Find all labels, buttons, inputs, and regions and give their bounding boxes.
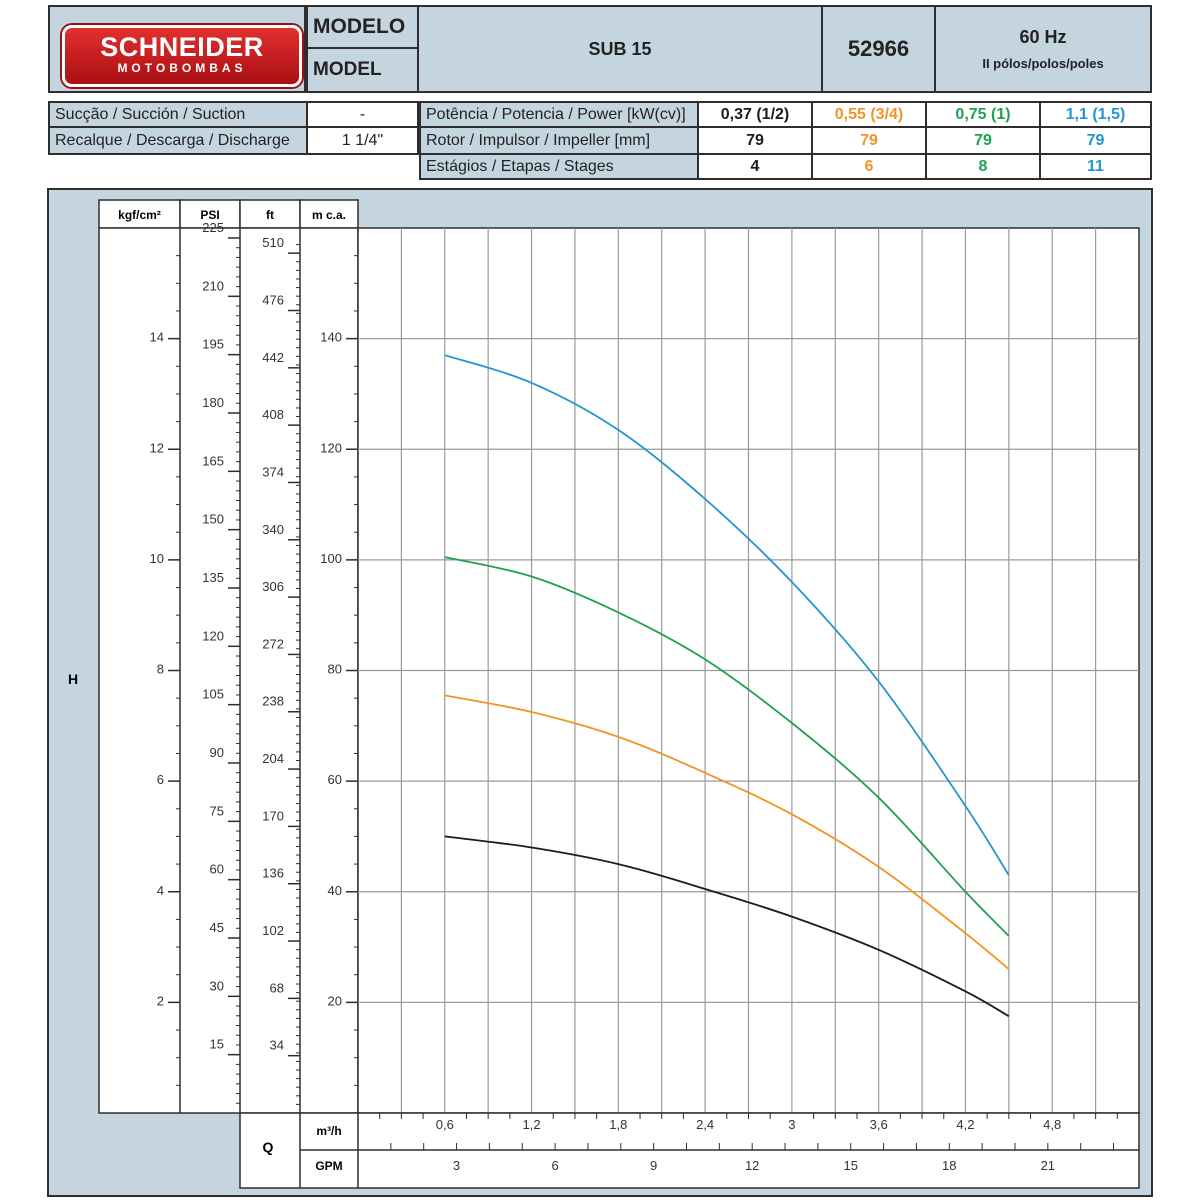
power-value-2: 0,55 (3/4): [811, 101, 927, 128]
impeller-value-2: 79: [811, 126, 927, 155]
y-tick-label: 150: [202, 512, 224, 527]
y-tick-label: 165: [202, 453, 224, 468]
y-tick-label: 120: [320, 440, 342, 455]
x-tick-label-gpm: 18: [942, 1158, 956, 1173]
y-tick-label: 14: [150, 330, 164, 345]
x-tick-label-m3h: 1,8: [609, 1117, 627, 1132]
y-tick-label: 340: [262, 522, 284, 537]
curves: [444, 354, 1010, 1017]
x-tick-label-m3h: 1,2: [523, 1117, 541, 1132]
y-scale-strip: [98, 227, 359, 1114]
impeller-value-1: 79: [697, 126, 813, 155]
grid-lines: [358, 228, 1139, 1113]
y-tick-label: 20: [328, 993, 342, 1008]
stages-value-4: 11: [1039, 153, 1152, 180]
y-tick-label: 34: [270, 1038, 284, 1053]
impeller-label: Rotor / Impulsor / Impeller [mm]: [419, 126, 699, 155]
y-tick-label: 510: [262, 235, 284, 250]
y-tick-label: 476: [262, 292, 284, 307]
y-tick-label: 195: [202, 337, 224, 352]
y-tick-label: 170: [262, 808, 284, 823]
y-tick-label: 30: [210, 978, 224, 993]
y-tick-label: 442: [262, 350, 284, 365]
y-tick-label: 120: [202, 628, 224, 643]
y-axis-ticks: 2468101214153045607590105120135150165180…: [150, 220, 358, 1105]
h-axis-label: H: [68, 671, 78, 687]
y-tick-label: 10: [150, 551, 164, 566]
y-tick-label: 100: [320, 551, 342, 566]
frequency-cell: 60 Hz II pólos/polos/poles: [934, 5, 1152, 93]
curve-series-1: [444, 835, 1010, 1017]
x-axis-ticks: 0,6 1,2 1,8 2,4 3 3,6 4,2 4,8 3 6 9 12 15 18 21: [379, 1113, 1118, 1173]
y-tick-label: 60: [328, 772, 342, 787]
x-tick-label-gpm: 12: [745, 1158, 759, 1173]
y-tick-label: 306: [262, 579, 284, 594]
discharge-label: Recalque / Descarga / Discharge: [48, 126, 308, 155]
y-tick-label: 90: [210, 745, 224, 760]
y-tick-label: 136: [262, 866, 284, 881]
x-tick-label-m3h: 4,8: [1043, 1117, 1061, 1132]
discharge-value: 1 1/4": [306, 126, 419, 155]
brand-tagline: MOTOBOMBAS: [117, 61, 247, 75]
x-tick-label-m3h: 3: [788, 1117, 795, 1132]
y-tick-label: 225: [202, 220, 224, 235]
brand-logo: SCHNEIDER MOTOBOMBAS: [62, 25, 302, 87]
y-tick-label: 75: [210, 803, 224, 818]
x-unit-m3h: m³/h: [316, 1124, 341, 1138]
y-tick-label: 180: [202, 395, 224, 410]
y-tick-label: 15: [210, 1037, 224, 1052]
curve-series-3: [444, 556, 1010, 937]
x-tick-label-gpm: 15: [843, 1158, 857, 1173]
q-axis-label: Q: [263, 1139, 274, 1155]
axis-unit-mca: m c.a.: [312, 208, 346, 222]
x-tick-label-gpm: 9: [650, 1158, 657, 1173]
y-tick-label: 135: [202, 570, 224, 585]
brand-logo-box: SCHNEIDER MOTOBOMBAS: [48, 5, 306, 93]
y-tick-label: 4: [157, 883, 164, 898]
y-tick-label: 272: [262, 636, 284, 651]
y-tick-label: 12: [150, 440, 164, 455]
y-tick-label: 238: [262, 694, 284, 709]
y-tick-label: 40: [328, 883, 342, 898]
x-unit-gpm: GPM: [315, 1159, 342, 1173]
suction-label: Sucção / Succión / Suction: [48, 101, 308, 128]
y-tick-label: 210: [202, 278, 224, 293]
curve-series-4: [444, 354, 1010, 876]
y-tick-label: 204: [262, 751, 284, 766]
y-tick-label: 6: [157, 772, 164, 787]
y-tick-label: 45: [210, 920, 224, 935]
y-tick-label: 105: [202, 687, 224, 702]
y-tick-label: 68: [270, 980, 284, 995]
curve-series-2: [444, 694, 1010, 970]
axis-unit-kgf: kgf/cm²: [118, 208, 161, 222]
model-code: 52966: [821, 5, 936, 93]
frequency: 60 Hz: [1019, 27, 1067, 47]
y-tick-label: 80: [328, 662, 342, 677]
y-tick-label: 408: [262, 407, 284, 422]
x-tick-label-gpm: 3: [453, 1158, 460, 1173]
modelo-label: MODELO: [306, 5, 419, 49]
y-tick-label: 60: [210, 862, 224, 877]
brand-name: SCHNEIDER: [100, 32, 264, 62]
x-tick-label-m3h: 4,2: [956, 1117, 974, 1132]
x-tick-label-gpm: 21: [1041, 1158, 1055, 1173]
x-tick-label-gpm: 6: [551, 1158, 558, 1173]
y-tick-label: 102: [262, 923, 284, 938]
x-tick-label-m3h: 3,6: [870, 1117, 888, 1132]
power-label: Potência / Potencia / Power [kW(cv)]: [419, 101, 699, 128]
y-tick-label: 140: [320, 330, 342, 345]
y-tick-label: 8: [157, 662, 164, 677]
y-tick-label: 2: [157, 993, 164, 1008]
axis-unit-ft: ft: [266, 208, 274, 222]
poles: II pólos/polos/poles: [982, 56, 1104, 71]
axis-unit-psi: PSI: [200, 208, 219, 222]
x-tick-label-m3h: 2,4: [696, 1117, 714, 1132]
y-tick-label: 374: [262, 464, 284, 479]
x-tick-label-m3h: 0,6: [436, 1117, 454, 1132]
stages-label: Estágios / Etapas / Stages: [419, 153, 699, 180]
